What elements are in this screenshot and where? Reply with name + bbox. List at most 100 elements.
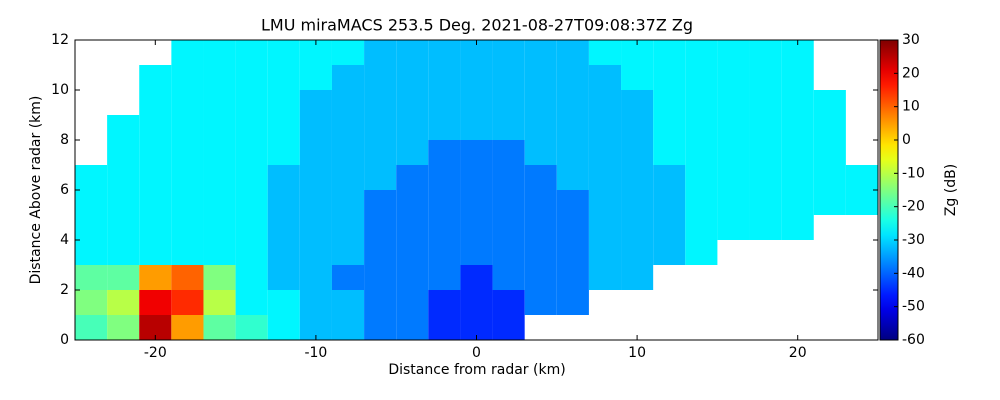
heatmap-cell [685, 140, 718, 165]
heatmap-cell [235, 165, 268, 190]
heatmap-cell [492, 265, 525, 290]
heatmap-cell [717, 115, 750, 140]
heatmap-cell [235, 315, 268, 340]
heatmap-cell [588, 40, 622, 65]
heatmap-cell [396, 240, 429, 265]
heatmap-cell [364, 90, 397, 115]
heatmap-cell [299, 240, 332, 265]
heatmap-cell [171, 215, 204, 240]
heatmap-cell [813, 115, 846, 140]
colorbar [879, 39, 899, 341]
heatmap-cell [524, 165, 557, 190]
heatmap-cell [331, 40, 365, 65]
y-axis-label: Distance Above radar (km) [28, 96, 44, 285]
heatmap-cell [588, 265, 622, 290]
heatmap-cell [653, 140, 686, 165]
heatmap-cell [75, 165, 108, 190]
heatmap-cell [588, 165, 622, 190]
heatmap-cell [524, 65, 557, 90]
heatmap-cell [524, 40, 557, 65]
colorbar-tick-label: -30 [902, 232, 925, 248]
heatmap-cell [267, 315, 300, 340]
heatmap-cell [621, 190, 654, 215]
heatmap-cell [524, 240, 557, 265]
heatmap-cell [139, 115, 172, 140]
x-tick-label: 10 [628, 345, 646, 361]
heatmap-cell [107, 115, 140, 140]
heatmap-cell [428, 240, 461, 265]
heatmap-cell [75, 265, 108, 290]
y-tick-label: 2 [60, 282, 69, 298]
heatmap-cell [653, 40, 686, 65]
heatmap-cell [331, 215, 365, 240]
heatmap-cell [685, 190, 718, 215]
heatmap-cell [107, 190, 140, 215]
heatmap-cell [749, 65, 782, 90]
colorbar-tick-label: -20 [902, 199, 925, 215]
heatmap-cell [331, 65, 365, 90]
heatmap-cell [139, 140, 172, 165]
heatmap-cell [556, 65, 589, 90]
heatmap-cell [428, 190, 461, 215]
heatmap-cell [171, 40, 204, 65]
heatmap-cell [107, 215, 140, 240]
heatmap-cell [171, 290, 204, 315]
heatmap-cell [396, 140, 429, 165]
y-tick-label: 10 [51, 82, 69, 98]
heatmap-cell [717, 140, 750, 165]
heatmap-cell [364, 215, 397, 240]
heatmap-cell [267, 240, 300, 265]
heatmap-cell [267, 65, 300, 90]
y-tick-label: 0 [60, 332, 69, 348]
heatmap-cell [139, 190, 172, 215]
heatmap-cell [524, 290, 557, 315]
heatmap-cell [364, 115, 397, 140]
heatmap-cell [653, 165, 686, 190]
heatmap-cell [364, 265, 397, 290]
heatmap-cell [299, 115, 332, 140]
heatmap-cell [428, 265, 461, 290]
heatmap-cell [171, 165, 204, 190]
heatmap-cell [717, 215, 750, 240]
heatmap-cell [203, 165, 236, 190]
heatmap-cell [492, 40, 525, 65]
heatmap-cell [685, 90, 718, 115]
heatmap-cell [813, 165, 846, 190]
heatmap-cell [171, 115, 204, 140]
heatmap-cell [396, 265, 429, 290]
heatmap-cell [460, 265, 493, 290]
y-tick-label: 4 [60, 232, 69, 248]
heatmap-cell [331, 290, 365, 315]
heatmap-cell [460, 215, 493, 240]
heatmap-cell [556, 115, 589, 140]
heatmap-cell [364, 165, 397, 190]
y-tick-label: 6 [60, 182, 69, 198]
heatmap-cell [685, 115, 718, 140]
heatmap-cell [717, 190, 750, 215]
heatmap-cell [203, 290, 236, 315]
heatmap-cell [235, 265, 268, 290]
heatmap-cell [171, 140, 204, 165]
heatmap-cell [364, 240, 397, 265]
heatmap-cell [139, 165, 172, 190]
heatmap-cell [588, 215, 622, 240]
heatmap-cell [203, 65, 236, 90]
heatmap-cell [267, 140, 300, 165]
heatmap-cell [749, 215, 782, 240]
heatmap-cell [139, 240, 172, 265]
heatmap-cell [556, 140, 589, 165]
heatmap-cell [203, 190, 236, 215]
heatmap-cell [235, 215, 268, 240]
heatmap-cell [235, 115, 268, 140]
heatmap-cell [364, 290, 397, 315]
heatmap-cell [235, 65, 268, 90]
heatmap-cell [396, 90, 429, 115]
heatmap-cell [203, 240, 236, 265]
heatmap-cell [556, 190, 589, 215]
heatmap-cell [428, 115, 461, 140]
heatmap-cell [524, 190, 557, 215]
heatmap-cell [813, 90, 846, 115]
heatmap-cell [235, 290, 268, 315]
heatmap-cell [492, 90, 525, 115]
heatmap-cell [331, 190, 365, 215]
